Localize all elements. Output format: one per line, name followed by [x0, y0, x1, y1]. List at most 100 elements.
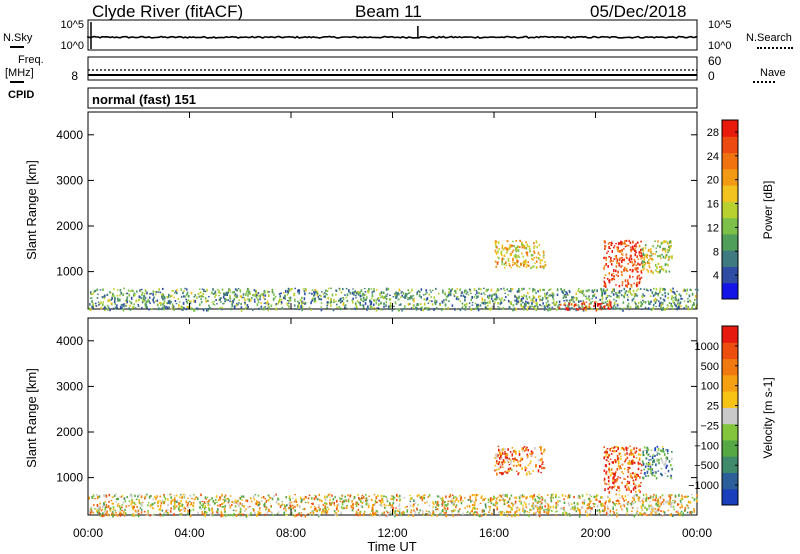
heatmap-cell — [625, 458, 627, 461]
heatmap-cell — [613, 301, 616, 305]
heatmap-cell — [489, 506, 491, 509]
heatmap-cell — [129, 309, 132, 311]
heatmap-cell — [447, 307, 449, 310]
heatmap-cell — [652, 303, 655, 307]
heatmap-cell — [354, 290, 357, 293]
heatmap-cell — [562, 297, 565, 299]
heatmap-cell — [180, 288, 182, 291]
heatmap-cell — [343, 500, 346, 503]
heatmap-cell — [162, 298, 164, 301]
heatmap-cell — [694, 288, 697, 291]
heatmap-cell — [469, 512, 471, 514]
heatmap-cell — [389, 305, 392, 309]
heatmap-cell — [245, 508, 247, 511]
heatmap-cell — [543, 450, 545, 453]
heatmap-cell — [342, 303, 344, 306]
heatmap-cell — [107, 306, 110, 309]
heatmap-cell — [649, 288, 652, 292]
heatmap-cell — [579, 511, 581, 514]
heatmap-cell — [665, 500, 667, 504]
heatmap-cell — [607, 475, 610, 479]
heatmap-cell — [99, 502, 101, 505]
heatmap-cell — [646, 450, 648, 453]
heatmap-cell — [324, 505, 327, 509]
heatmap-cell — [630, 502, 633, 506]
heatmap-cell — [104, 305, 106, 307]
heatmap-cell — [259, 307, 261, 310]
heatmap-cell — [527, 449, 529, 452]
heatmap-cell — [625, 498, 627, 501]
heatmap-cell — [695, 497, 698, 500]
heatmap-cell — [506, 514, 509, 517]
heatmap-cell — [432, 509, 434, 513]
heatmap-cell — [361, 505, 364, 508]
heatmap-cell — [677, 512, 679, 515]
heatmap-cell — [605, 449, 607, 452]
heatmap-cell — [517, 254, 520, 257]
heatmap-cell — [540, 471, 542, 474]
heatmap-cell — [326, 293, 329, 296]
heatmap-cell — [665, 270, 667, 273]
heatmap-cell — [281, 302, 283, 304]
heatmap-cell — [526, 254, 529, 257]
heatmap-cell — [674, 303, 676, 306]
heatmap-cell — [441, 509, 444, 512]
heatmap-cell — [219, 306, 222, 309]
heatmap-cell — [369, 513, 372, 515]
heatmap-cell — [627, 298, 629, 301]
heatmap-cell — [325, 512, 328, 515]
heatmap-cell — [181, 306, 183, 309]
heatmap-cell — [385, 294, 387, 297]
heatmap-cell — [628, 308, 630, 311]
heatmap-cell — [630, 461, 633, 465]
heatmap-cell — [506, 288, 509, 291]
heatmap-cell — [440, 497, 442, 500]
heatmap-cell — [201, 295, 203, 298]
heatmap-cell — [139, 507, 142, 510]
heatmap-cell — [654, 508, 657, 510]
heatmap-cell — [336, 505, 339, 509]
heatmap-cell — [441, 503, 443, 505]
heatmap-cell — [596, 498, 598, 501]
heatmap-cell — [512, 464, 515, 467]
heatmap-cell — [123, 514, 126, 517]
heatmap-cell — [322, 503, 325, 507]
heatmap-cell — [511, 288, 514, 291]
heatmap-cell — [548, 509, 551, 511]
heatmap-cell — [608, 462, 611, 466]
heatmap-cell — [660, 457, 662, 460]
heatmap-cell — [180, 295, 183, 298]
heatmap-cell — [435, 306, 438, 310]
heatmap-cell — [627, 494, 629, 496]
heatmap-cell — [315, 291, 317, 294]
heatmap-cell — [638, 489, 640, 492]
heatmap-cell — [182, 291, 184, 295]
heatmap-cell — [635, 494, 638, 497]
heatmap-cell — [578, 301, 580, 303]
heatmap-cell — [389, 304, 391, 307]
heatmap-cell — [641, 260, 644, 263]
heatmap-cell — [501, 511, 504, 513]
heatmap-cell — [521, 296, 524, 298]
heatmap-cell — [200, 493, 202, 497]
heatmap-cell — [120, 306, 123, 310]
heatmap-cell — [526, 245, 529, 248]
heatmap-cell — [199, 303, 201, 307]
heatmap-cell — [319, 499, 321, 502]
heatmap-cell — [581, 506, 584, 509]
heatmap-cell — [320, 308, 323, 312]
heatmap-cell — [679, 512, 682, 515]
heatmap-cell — [521, 241, 523, 243]
heatmap-cell — [167, 498, 169, 500]
heatmap-cell — [366, 499, 369, 502]
heatmap-cell — [442, 289, 444, 292]
heatmap-cell — [612, 307, 614, 309]
station-title: Clyde River (fitACF) — [92, 2, 244, 21]
heatmap-cell — [225, 292, 228, 295]
heatmap-cell — [494, 469, 496, 472]
heatmap-cell — [194, 497, 197, 500]
heatmap-cell — [572, 298, 574, 301]
heatmap-cell — [461, 305, 464, 308]
heatmap-cell — [567, 294, 569, 296]
heatmap-cell — [420, 296, 422, 299]
